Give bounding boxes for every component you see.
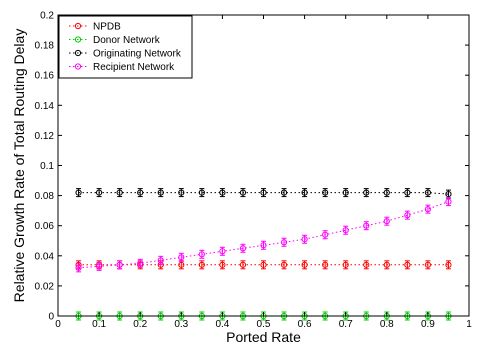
x-tick-label: 0.8 [380,319,394,330]
y-tick-label: 0.2 [40,11,54,22]
y-tick-label: 0.02 [35,281,55,292]
y-tick-label: 0.04 [35,251,55,262]
y-tick-label: 0.06 [35,221,55,232]
series-originating-network [76,189,451,199]
x-tick-label: 0.3 [174,319,188,330]
y-tick-label: 0.18 [35,41,55,52]
y-tick-label: 0.08 [35,191,55,202]
x-axis-title: Ported Rate [226,329,301,345]
series-layer [76,189,451,320]
y-tick-label: 0.12 [35,131,55,142]
series-line [79,202,449,268]
legend-label: Originating Network [93,49,182,60]
legend-label: Recipient Network [93,62,175,73]
y-tick-label: 0.16 [35,71,55,82]
x-tick-label: 0.9 [421,319,435,330]
legend: NPDB Donor Network Originating Network Reci… [59,16,192,78]
x-tick-label: 0.1 [92,319,106,330]
y-tick-label: 0.14 [35,101,55,112]
x-tick-label: 0.2 [133,319,147,330]
y-axis-title: Relative Growth Rate of Total Routing De… [11,29,27,303]
y-tick-label: 0.1 [40,161,54,172]
legend-label: NPDB [93,22,121,33]
y-tick-label: 0 [48,312,54,323]
x-tick-label: 0.7 [339,319,353,330]
x-tick-label: 1 [466,319,472,330]
legend-label: Donor Network [93,35,161,46]
series-npdb [76,261,451,269]
x-tick-label: 0 [55,319,61,330]
